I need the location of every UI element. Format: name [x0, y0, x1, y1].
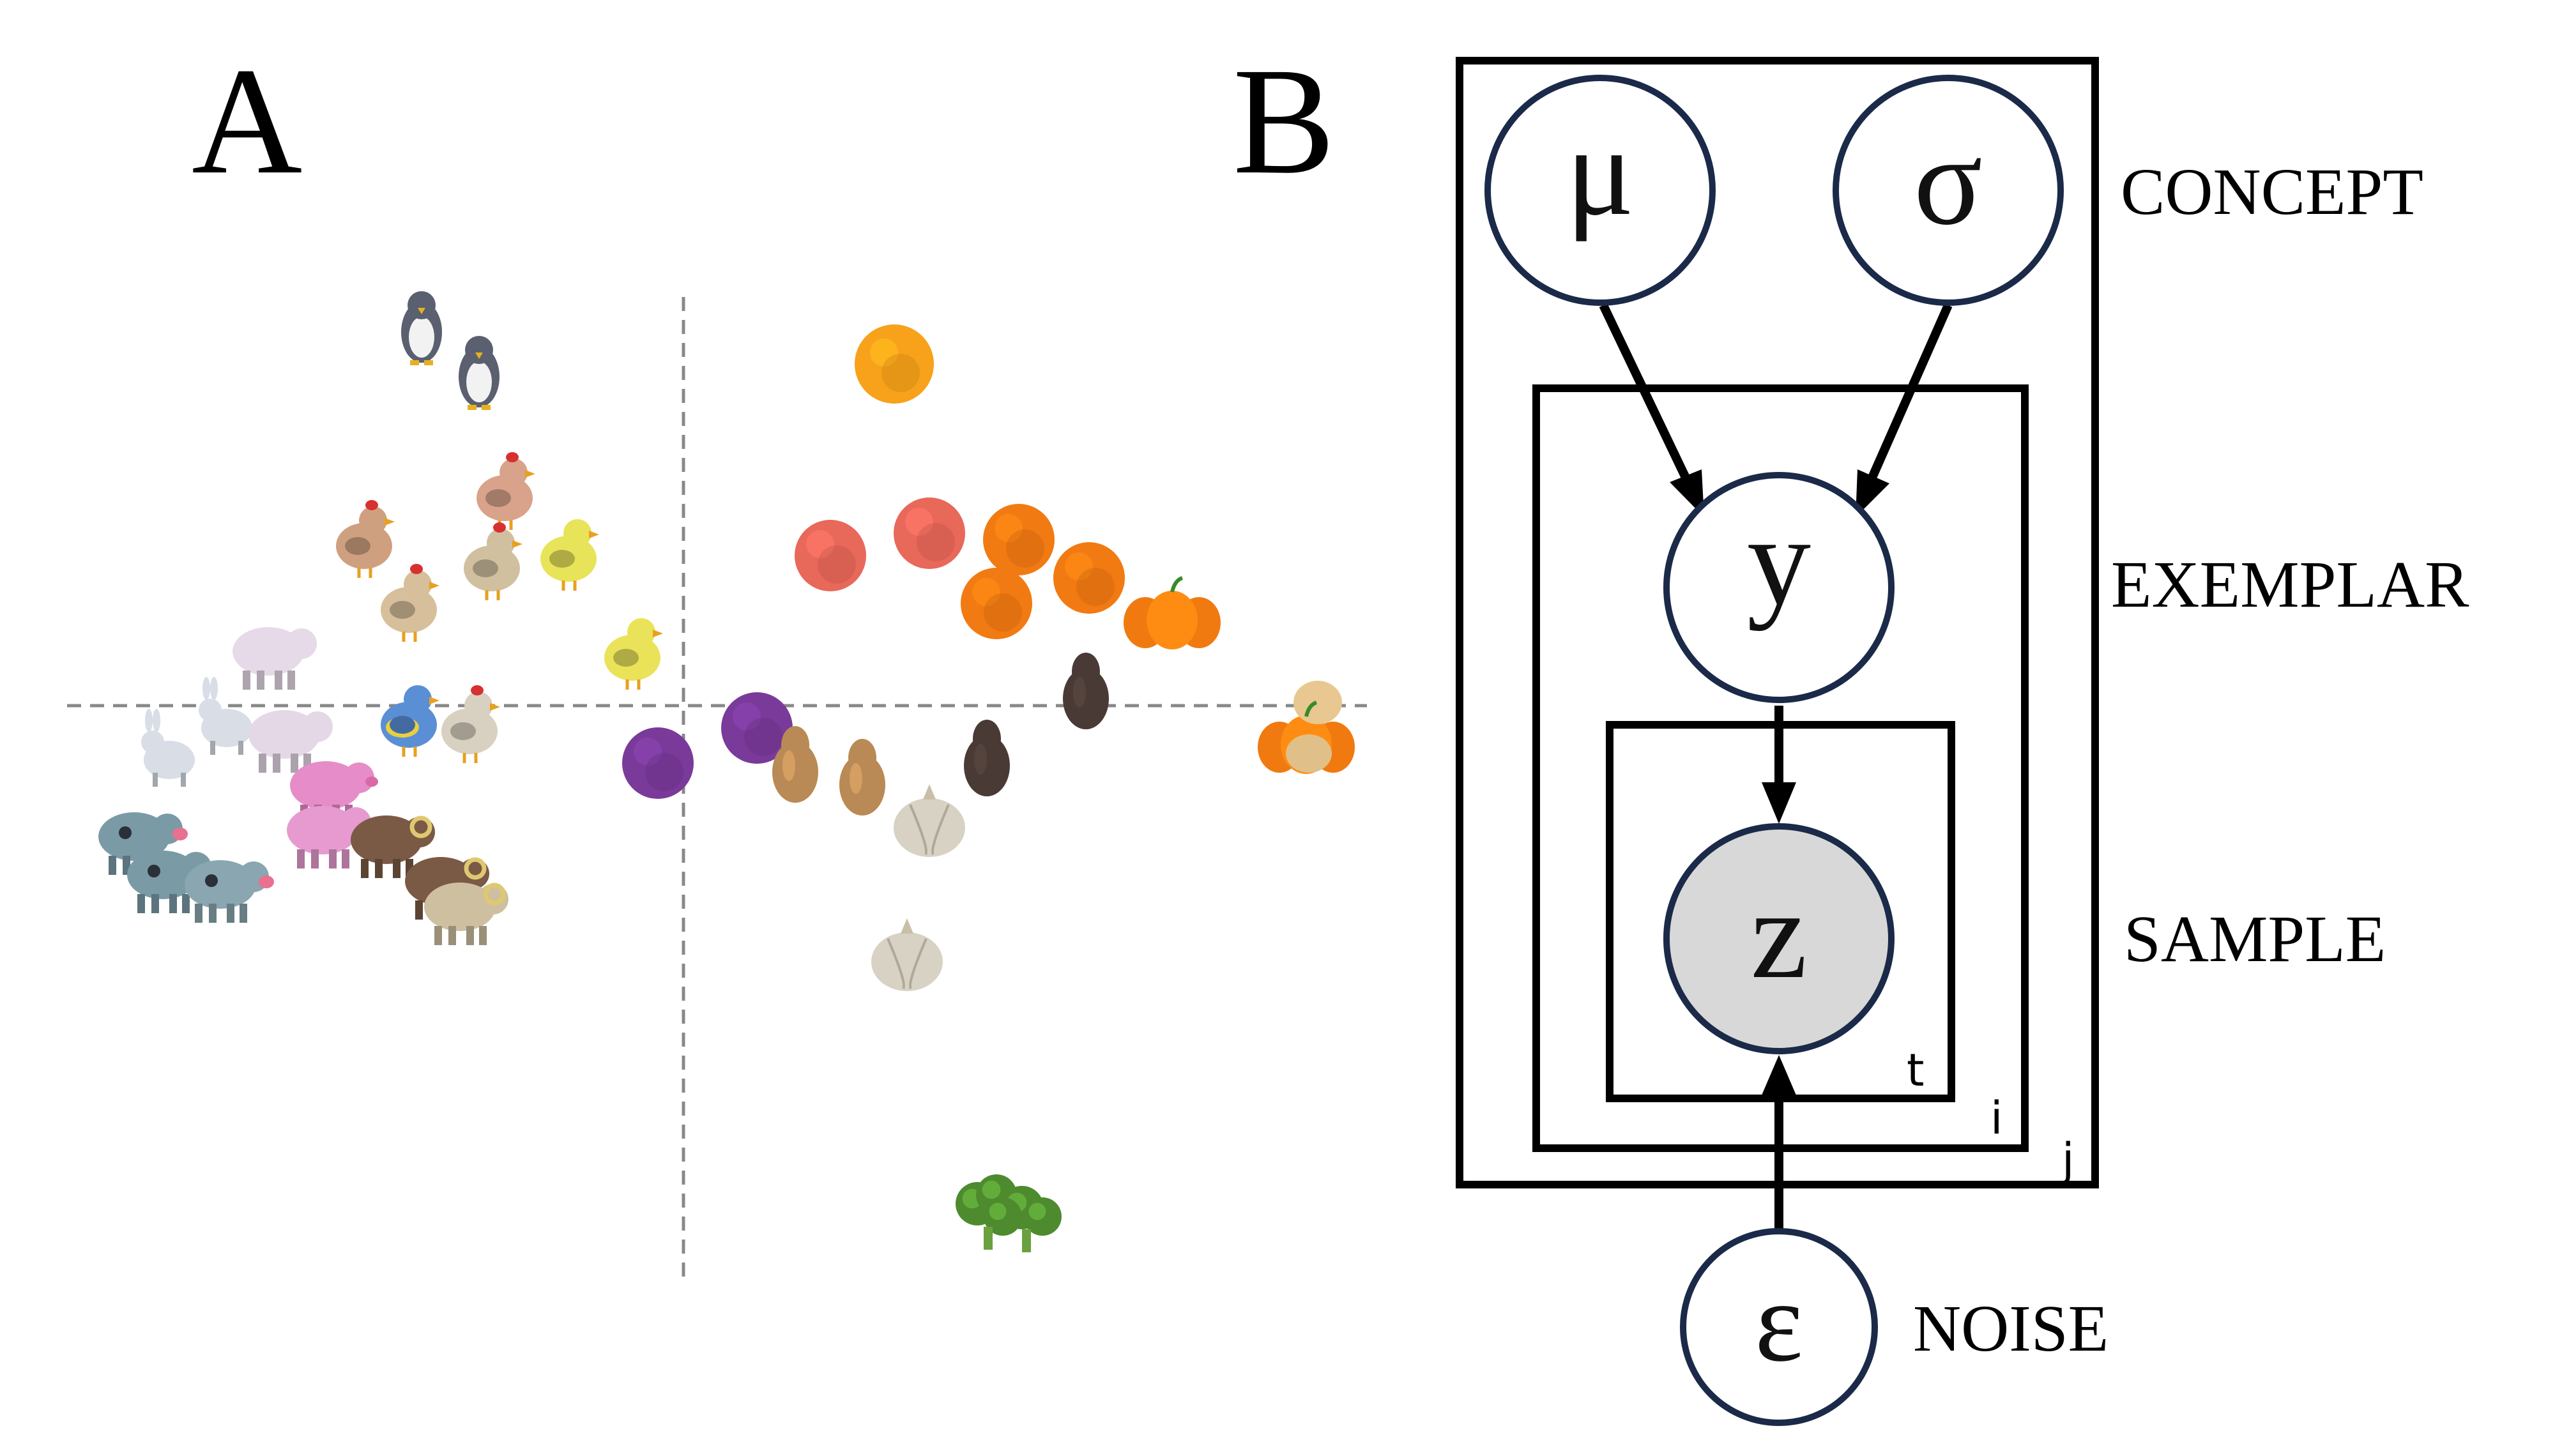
chicken-icon	[336, 500, 395, 578]
chicken-icon	[477, 452, 535, 530]
edge-mu-y	[1599, 303, 1691, 482]
orange-icon	[855, 324, 934, 404]
chick-icon	[604, 618, 663, 690]
node-z-circle	[1663, 823, 1895, 1054]
label-sample: SAMPLE	[2124, 902, 2386, 976]
chicken-icon	[464, 522, 522, 600]
node-z: z	[1663, 823, 1895, 1054]
garlic-icon	[871, 918, 943, 991]
node-mu-symbol: μ	[1566, 101, 1634, 242]
squash-icon	[772, 726, 818, 803]
rabbit-icon	[199, 677, 252, 755]
panel-b: B j i t μ σ y z	[1233, 36, 2469, 1426]
node-z-symbol: z	[1751, 864, 1808, 1005]
cow-icon	[185, 860, 274, 923]
node-mu-circle	[1484, 75, 1716, 306]
node-y: y	[1663, 472, 1895, 703]
sheep-icon	[233, 627, 317, 690]
node-epsilon: ε	[1680, 1228, 1878, 1426]
animal-cluster	[98, 291, 663, 945]
arrowhead-epsilon-z	[1762, 1055, 1796, 1095]
plate-i-index: i	[1990, 1092, 2002, 1144]
label-noise: NOISE	[1913, 1292, 2109, 1365]
arrowhead-y-z	[1762, 782, 1796, 824]
chick-icon	[540, 519, 599, 591]
node-sigma: σ	[1833, 75, 2064, 306]
chicken-icon	[441, 685, 500, 763]
orange-icon	[983, 504, 1055, 575]
arrowhead-sigma-y	[1856, 469, 1889, 517]
garlic-icon	[894, 784, 965, 857]
chicken-icon	[381, 564, 439, 642]
node-y-circle	[1663, 472, 1895, 703]
arrowhead-mu-y	[1670, 469, 1704, 517]
rabbit-icon	[141, 709, 195, 787]
node-epsilon-symbol: ε	[1755, 1258, 1803, 1385]
squash-icon	[839, 739, 885, 815]
peach-icon	[894, 497, 965, 569]
penguin-icon	[459, 336, 500, 410]
gourd-icon	[1258, 681, 1355, 774]
orange-icon	[961, 568, 1032, 639]
parrot-icon	[381, 685, 439, 757]
node-mu: μ	[1484, 75, 1716, 306]
label-concept: CONCEPT	[2121, 155, 2423, 229]
eggplant-icon	[1063, 653, 1109, 729]
label-exemplar: EXEMPLAR	[2111, 548, 2469, 621]
peach-icon	[795, 520, 866, 591]
node-y-symbol: y	[1747, 490, 1811, 632]
plate-t-index: t	[1907, 1044, 1924, 1096]
broccoli-icon	[956, 1174, 1062, 1252]
plum-icon	[622, 727, 694, 799]
panel-a-letter: A	[192, 36, 302, 206]
orange-icon	[1053, 542, 1125, 614]
eggplant-icon	[964, 720, 1010, 796]
sheep-icon	[248, 710, 333, 773]
edge-sigma-y	[1867, 303, 1953, 481]
plate-j-index: j	[2061, 1134, 2074, 1186]
node-sigma-symbol: σ	[1914, 110, 1983, 252]
panel-b-letter: B	[1233, 36, 1335, 206]
panel-a: A	[67, 36, 1367, 1277]
node-epsilon-circle	[1680, 1228, 1878, 1426]
pumpkin-icon	[1124, 576, 1221, 649]
ram-icon	[424, 883, 508, 945]
penguin-icon	[401, 291, 442, 365]
node-sigma-circle	[1833, 75, 2064, 306]
produce-cluster	[622, 324, 1355, 1252]
ram-icon	[351, 815, 435, 878]
plum-icon	[721, 692, 793, 764]
